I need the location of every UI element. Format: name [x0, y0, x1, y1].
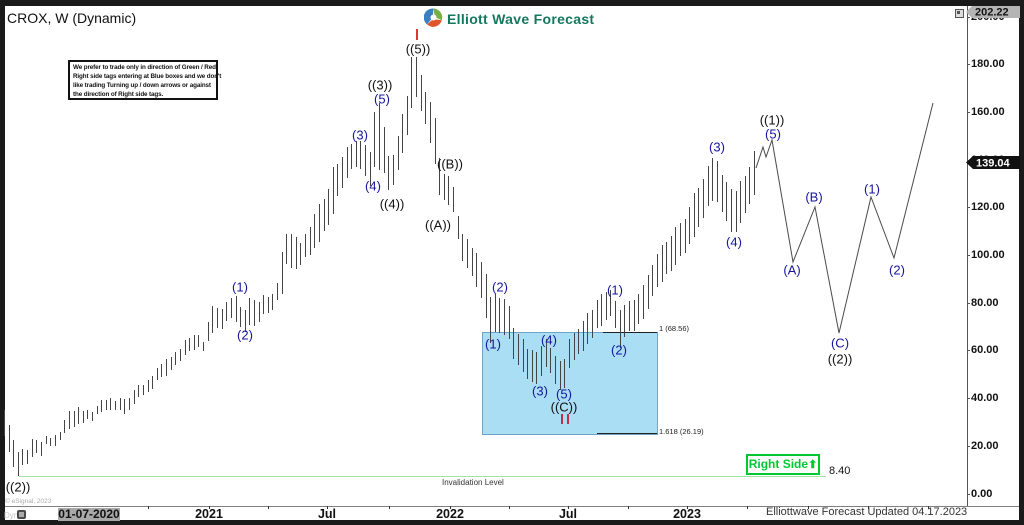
svg-text:139.04: 139.04	[976, 158, 1011, 170]
svg-text:202.22: 202.22	[975, 6, 1009, 18]
